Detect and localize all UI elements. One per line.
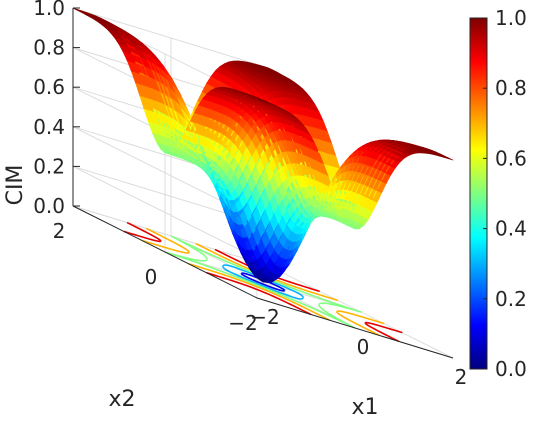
z-tick-label: 0.2 xyxy=(33,154,65,178)
colorbar-ticks: 0.0 0.2 0.4 0.6 0.8 1.0 xyxy=(483,6,527,381)
colorbar: 0.0 0.2 0.4 0.6 0.8 1.0 xyxy=(469,6,527,381)
x-axis-label: x1 xyxy=(351,395,378,420)
x-tick-label: 2 xyxy=(455,365,468,389)
colorbar-tick-label: 1.0 xyxy=(495,6,527,30)
contour-line xyxy=(222,264,304,300)
z-tick-label: 0.6 xyxy=(33,75,65,99)
surface-mesh xyxy=(72,7,454,283)
x-axis-line xyxy=(256,297,454,359)
z-tick-label: 0.0 xyxy=(33,194,65,218)
z-tick-label: 1.0 xyxy=(33,0,65,20)
axes: 0.0 0.2 0.4 0.6 0.8 1.0 −2 0 2 −2 0 2 xyxy=(33,0,467,389)
y-tick-label: 2 xyxy=(53,219,66,243)
colorbar-tick-label: 0.0 xyxy=(495,357,527,381)
surface-patch xyxy=(444,156,454,161)
colorbar-tick-label: 0.2 xyxy=(495,287,527,311)
colorbar-ramp xyxy=(469,17,488,370)
z-axis-label: CIM xyxy=(3,165,28,206)
contour-line xyxy=(240,272,286,292)
y-tick-label: −2 xyxy=(228,311,257,335)
colorbar-tick-label: 0.6 xyxy=(495,146,527,170)
y-axis-line xyxy=(72,205,258,299)
x-tick-label: −2 xyxy=(250,305,279,329)
y-tick-label: 0 xyxy=(145,265,158,289)
z-tick-label: 0.4 xyxy=(33,115,65,139)
x-tick-label: 0 xyxy=(357,335,370,359)
colorbar-tick-label: 0.4 xyxy=(495,217,527,241)
colorbar-tick-label: 0.8 xyxy=(495,76,527,100)
z-tick-label: 0.8 xyxy=(33,36,65,60)
y-axis-label: x2 xyxy=(108,387,135,412)
